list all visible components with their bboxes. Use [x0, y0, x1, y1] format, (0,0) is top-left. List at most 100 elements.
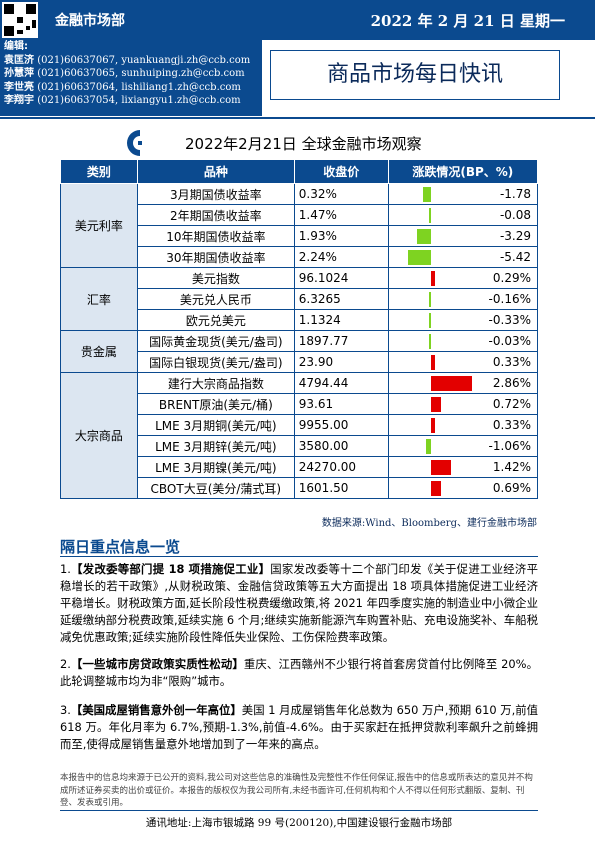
ccb-logo-icon: [127, 130, 144, 156]
editor-row: 孙慧萍 (021)60637065, sunhuiping.zh@ccb.com: [4, 68, 245, 79]
table-row: 美元利率 3月期国债收益率 0.32% -1.78: [60, 183, 539, 268]
close-value: 6.3265: [293, 288, 389, 310]
table-row: 大宗商品 建行大宗商品指数 4794.44 2.86%: [60, 372, 539, 499]
instrument-name: 3月期国债收益率: [136, 183, 295, 205]
change-cell: 0.33%: [387, 414, 539, 436]
section-divider: [60, 556, 538, 557]
instrument-name: 10年期国债收益率: [136, 225, 295, 247]
category-cell: 美元利率: [60, 183, 138, 268]
news-body: 美国 1 月成屋销售年化总数为 650 万户,预期 610 万,前值 618 万…: [60, 703, 538, 751]
change-bar: [428, 208, 431, 223]
change-cell: -1.78: [387, 183, 539, 205]
report-title: 商品市场每日快讯: [270, 50, 560, 100]
top-banner: 金融市场部 2022 年 2 月 21 日 星期一: [0, 0, 595, 40]
editor-row: 袁匡济 (021)60637067, yuankuangji.zh@ccb.co…: [4, 54, 251, 66]
change-value: 2.86%: [492, 376, 531, 390]
change-cell: 0.29%: [387, 267, 539, 289]
change-bar: [430, 481, 441, 496]
table-header-row: 类别 品种 收盘价 涨跌情况(BP、%): [60, 159, 539, 184]
change-value: 0.69%: [492, 481, 531, 495]
news-item: 3.【美国成屋销售意外创一年高位】美国 1 月成屋销售年化总数为 650 万户,…: [60, 703, 538, 751]
table-row: BRENT原油(美元/桶) 93.61 0.72%: [61, 393, 539, 415]
close-value: 1.93%: [293, 225, 389, 247]
instrument-name: 国际黄金现货(美元/盎司): [136, 330, 295, 352]
close-value: 0.32%: [293, 183, 389, 205]
instrument-name: 30年期国债收益率: [136, 246, 295, 268]
change-bar: [430, 418, 436, 433]
instrument-name: CBOT大豆(美分/蒲式耳): [136, 477, 295, 499]
change-value: 0.29%: [492, 271, 531, 285]
category-cell: 贵金属: [60, 330, 138, 373]
editors-panel: 编辑: 袁匡济 (021)60637067, yuankuangji.zh@cc…: [0, 40, 262, 116]
change-bar: [428, 313, 431, 328]
instrument-name: 2年期国债收益率: [136, 204, 295, 226]
report-date: 2022 年 2 月 21 日 星期一: [370, 12, 565, 30]
change-bar: [428, 292, 431, 307]
close-value: 1601.50: [293, 477, 389, 499]
news-body: 国家发改委等十二个部门印发《关于促进工业经济平稳增长的若干政策》,从财税政策、金…: [60, 562, 538, 644]
close-value: 93.61: [293, 393, 389, 415]
news-item: 1.【发改委等部门提 18 项措施促工业】国家发改委等十二个部门印发《关于促进工…: [60, 562, 538, 644]
close-value: 1.47%: [293, 204, 389, 226]
change-value: -1.06%: [488, 439, 531, 453]
department-name: 金融市场部: [55, 13, 125, 29]
close-value: 2.24%: [293, 246, 389, 268]
category-cell: 汇率: [60, 267, 138, 331]
close-value: 9955.00: [293, 414, 389, 436]
news-item: 2.【一些城市房贷政策实质性松动】重庆、江西赣州不少银行将首套房贷首付比例降至 …: [60, 657, 538, 688]
table-row: 欧元兑美元 1.1324 -0.33%: [61, 309, 539, 331]
close-value: 96.1024: [293, 267, 389, 289]
table-row: 汇率 美元指数 96.1024 0.29%: [60, 267, 539, 331]
change-cell: -0.33%: [387, 309, 539, 331]
news-body: 重庆、江西赣州不少银行将首套房贷首付比例降至 20%。此轮调整城市均为非“限购”…: [60, 657, 538, 688]
table-row: 10年期国债收益率 1.93% -3.29: [61, 225, 539, 247]
category-cell: 大宗商品: [60, 372, 138, 499]
close-value: 24270.00: [293, 456, 389, 478]
header-change: 涨跌情况(BP、%): [387, 159, 539, 184]
instrument-name: LME 3月期铜(美元/吨): [136, 414, 295, 436]
data-source: 数据来源:Wind、Bloomberg、建行金融市场部: [321, 518, 537, 529]
header-name: 品种: [136, 159, 295, 184]
change-value: -5.42: [499, 250, 531, 264]
table-row: LME 3月期铜(美元/吨) 9955.00 0.33%: [61, 414, 539, 436]
footer-address: 通讯地址:上海市银城路 99 号(200120),中国建设银行金融市场部: [60, 810, 538, 835]
news-headline: 【美国成屋销售意外创一年高位】: [70, 703, 242, 717]
change-cell: -0.16%: [387, 288, 539, 310]
change-cell: -0.03%: [387, 330, 539, 352]
editor-row: 李翔宇 (021)60637054, lixiangyu1.zh@ccb.com: [4, 95, 241, 106]
instrument-name: 欧元兑美元: [136, 309, 295, 331]
instrument-name: 美元兑人民币: [136, 288, 295, 310]
table-row: 30年期国债收益率 2.24% -5.42: [61, 246, 539, 268]
change-bar: [430, 355, 436, 370]
change-bar: [430, 271, 435, 286]
instrument-name: LME 3月期锌(美元/吨): [136, 435, 295, 457]
close-value: 3580.00: [293, 435, 389, 457]
change-value: -1.78: [499, 187, 531, 201]
disclaimer: 本报告中的信息均来源于已公开的资料,我公司对这些信息的准确性及完整性不作任何保证…: [60, 773, 533, 808]
change-cell: 0.33%: [387, 351, 539, 373]
table-row: CBOT大豆(美分/蒲式耳) 1601.50 0.69%: [61, 477, 539, 499]
divider: [0, 117, 595, 119]
change-bar: [430, 460, 452, 475]
close-value: 23.90: [293, 351, 389, 373]
change-bar: [416, 229, 431, 244]
instrument-name: LME 3月期镍(美元/吨): [136, 456, 295, 478]
section-title: 隔日重点信息一览: [60, 538, 181, 556]
market-table: 类别 品种 收盘价 涨跌情况(BP、%) 美元利率 3月期国债收益率 0.32% -1…: [60, 159, 539, 499]
change-cell: 0.72%: [387, 393, 539, 415]
header-close: 收盘价: [293, 159, 389, 184]
instrument-name: 美元指数: [136, 267, 295, 289]
header-category: 类别: [60, 159, 138, 184]
change-cell: 2.86%: [387, 372, 539, 394]
editor-row: 李世亮 (021)60637064, lishiliang1.zh@ccb.co…: [4, 81, 241, 93]
change-value: -0.08: [499, 208, 531, 222]
instrument-name: 国际白银现货(美元/盎司): [136, 351, 295, 373]
change-cell: -3.29: [387, 225, 539, 247]
change-cell: -0.08: [387, 204, 539, 226]
table-row: 国际白银现货(美元/盎司) 23.90 0.33%: [61, 351, 539, 373]
change-bar: [430, 376, 472, 391]
table-row: 贵金属 国际黄金现货(美元/盎司) 1897.77 -0.03%: [60, 330, 539, 373]
change-value: -3.29: [499, 229, 531, 243]
qr-code-icon: [2, 2, 38, 38]
change-cell: 0.69%: [387, 477, 539, 499]
